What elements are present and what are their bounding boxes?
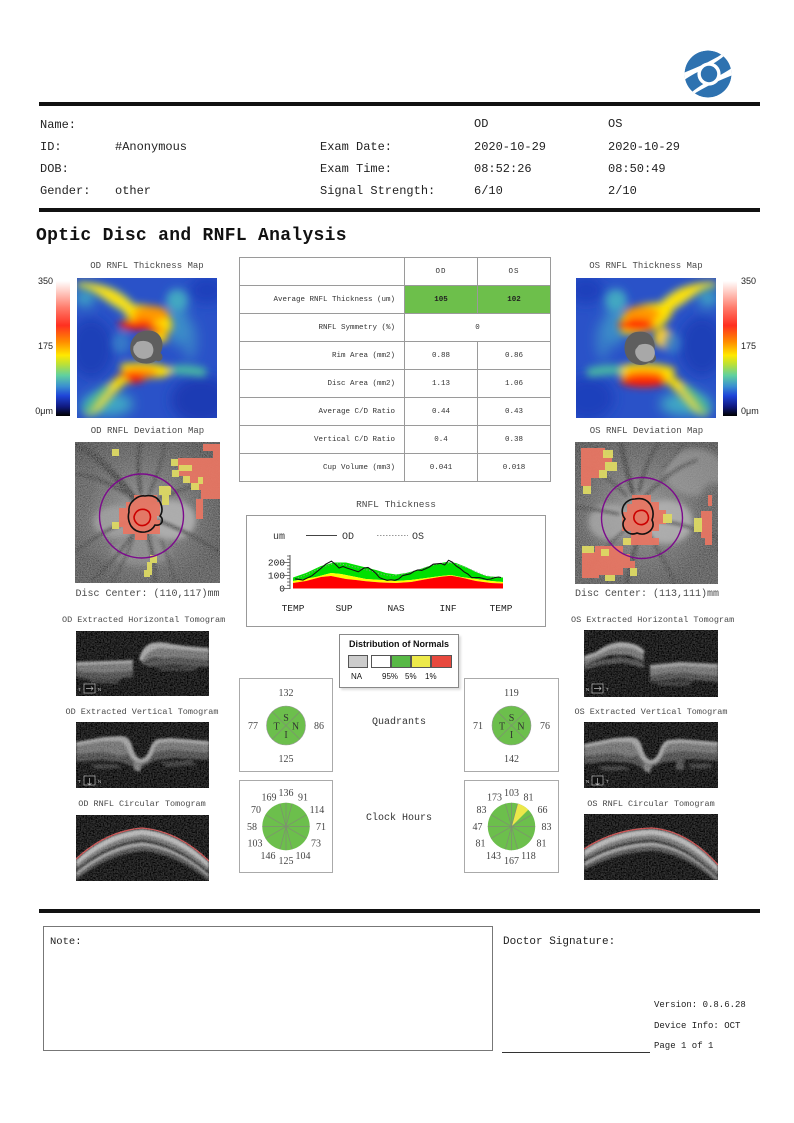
svg-text:TEMP: TEMP [490,603,513,614]
svg-text:100: 100 [268,571,285,582]
svg-text:71: 71 [473,721,483,732]
svg-text:N: N [292,722,299,733]
svg-text:173: 173 [487,793,502,804]
svg-text:T: T [273,722,279,733]
svg-text:OS: OS [412,532,424,543]
svg-text:47: 47 [473,822,483,833]
svg-text:N: N [98,687,101,692]
svg-text:86: 86 [314,721,324,732]
svg-text:0: 0 [279,584,285,595]
svg-text:N: N [98,779,101,784]
svg-text:73: 73 [311,839,321,850]
svg-text:76: 76 [540,721,550,732]
svg-text:70: 70 [251,805,261,816]
svg-text:58: 58 [247,822,257,833]
svg-text:103: 103 [504,788,519,799]
svg-text:81: 81 [476,839,486,850]
svg-text:77: 77 [248,721,258,732]
svg-text:T: T [606,779,609,784]
svg-text:119: 119 [504,688,519,699]
svg-text:81: 81 [524,793,534,804]
svg-text:T: T [78,779,81,784]
svg-text:142: 142 [504,754,519,765]
svg-text:114: 114 [310,805,325,816]
svg-text:83: 83 [477,805,487,816]
svg-text:SUP: SUP [335,603,352,614]
svg-text:71: 71 [316,822,326,833]
svg-text:132: 132 [279,688,294,699]
svg-text:INF: INF [439,603,456,614]
svg-text:125: 125 [279,754,294,765]
svg-text:143: 143 [486,851,501,862]
svg-text:169: 169 [262,793,277,804]
svg-text:N: N [586,779,589,784]
svg-text:NAS: NAS [387,603,404,614]
svg-text:167: 167 [504,856,519,867]
svg-text:S: S [283,713,289,724]
svg-text:T: T [499,722,505,733]
svg-text:I: I [510,730,513,741]
svg-text:OD: OD [342,532,354,543]
svg-text:I: I [284,730,287,741]
svg-text:146: 146 [261,851,276,862]
svg-text:103: 103 [248,839,263,850]
svg-text:66: 66 [538,805,548,816]
svg-text:136: 136 [279,788,294,799]
svg-text:N: N [586,687,589,692]
svg-text:TEMP: TEMP [282,603,305,614]
svg-text:118: 118 [521,851,536,862]
svg-text:125: 125 [279,856,294,867]
svg-text:81: 81 [537,839,547,850]
svg-text:S: S [509,713,515,724]
svg-text:um: um [273,532,285,543]
svg-text:91: 91 [298,793,308,804]
svg-text:83: 83 [542,822,552,833]
svg-text:N: N [517,722,524,733]
svg-text:104: 104 [296,851,311,862]
svg-text:T: T [606,687,609,692]
svg-text:T: T [78,687,81,692]
svg-text:200: 200 [268,558,285,569]
